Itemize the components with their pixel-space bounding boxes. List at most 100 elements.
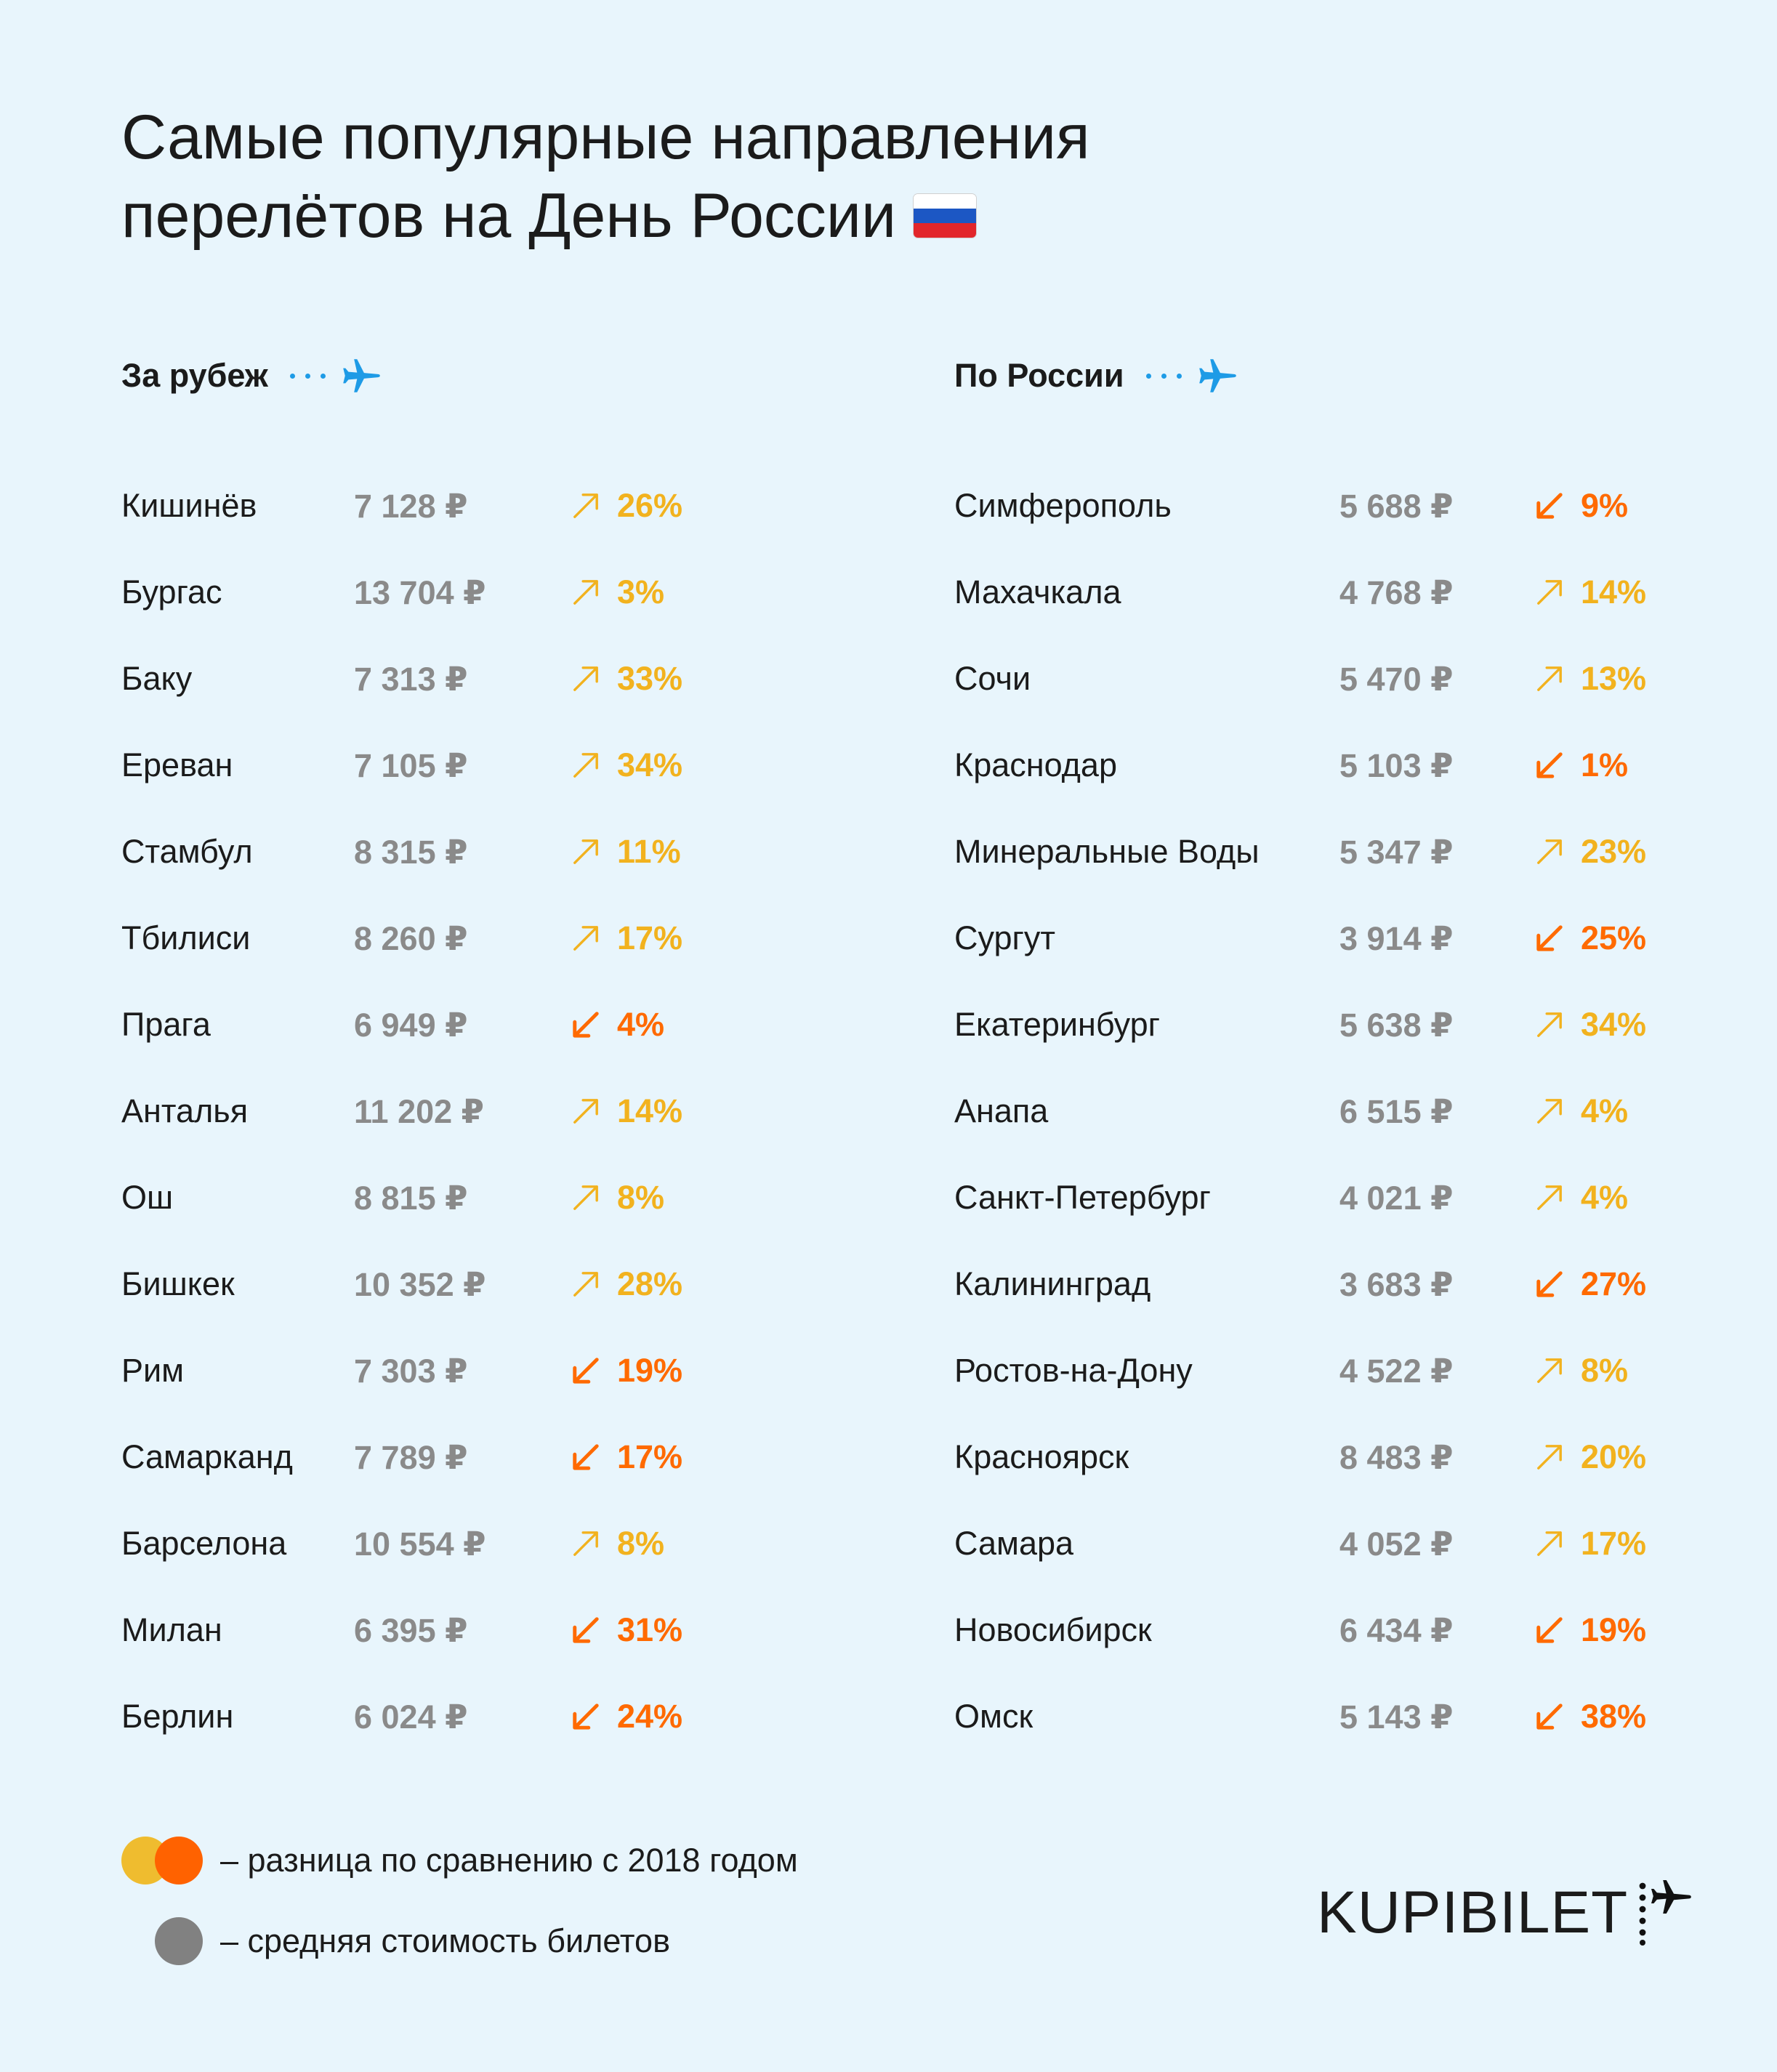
- change-percent: 4%: [1581, 1179, 1629, 1216]
- price-change: 23%: [1536, 833, 1646, 871]
- logo-plane-icon: [1639, 1880, 1692, 1946]
- city-name: Кишинёв: [121, 487, 257, 524]
- avg-price: 4 768 ₽: [1339, 574, 1454, 611]
- arrow-up-right-icon: [573, 1099, 598, 1124]
- avg-price: 7 313 ₽: [354, 661, 468, 698]
- change-percent: 28%: [617, 1265, 683, 1302]
- change-percent: 17%: [617, 919, 683, 956]
- city-name: Екатеринбург: [954, 1006, 1161, 1043]
- avg-price: 3 914 ₽: [1339, 920, 1454, 957]
- table-row: Тбилиси 8 260 ₽ 17%: [121, 906, 775, 993]
- avg-price: 6 434 ₽: [1339, 1612, 1454, 1649]
- city-name: Милан: [121, 1611, 222, 1648]
- arrow-up-right-icon: [573, 1185, 598, 1210]
- city-name: Сочи: [954, 660, 1031, 697]
- price-change: 3%: [572, 573, 664, 611]
- arrow-up-right-icon: [573, 926, 598, 951]
- city-name: Минеральные Воды: [954, 833, 1260, 870]
- arrow-up-right-icon: [1537, 580, 1562, 605]
- price-change: 31%: [572, 1611, 682, 1649]
- price-change: 33%: [572, 660, 682, 698]
- avg-price: 5 470 ₽: [1339, 661, 1454, 698]
- change-percent: 17%: [617, 1438, 683, 1475]
- abroad-heading-label: За рубеж: [121, 357, 268, 394]
- arrow-down-left-icon: [573, 1444, 599, 1470]
- change-percent: 1%: [1581, 746, 1629, 783]
- avg-price: 3 683 ₽: [1339, 1266, 1454, 1303]
- avg-price: 10 352 ₽: [354, 1266, 486, 1303]
- avg-price: 4 522 ₽: [1339, 1353, 1454, 1390]
- city-name: Красноярск: [954, 1438, 1129, 1475]
- avg-price: 7 789 ₽: [354, 1439, 468, 1476]
- change-percent: 33%: [617, 660, 683, 697]
- arrow-down-left-icon: [1536, 752, 1563, 778]
- table-row: Прага 6 949 ₽ 4%: [121, 993, 775, 1079]
- avg-price: 6 395 ₽: [354, 1612, 468, 1649]
- change-percent: 8%: [617, 1179, 665, 1216]
- plane-icon: [342, 359, 380, 392]
- avg-price: 7 105 ₽: [354, 747, 468, 784]
- change-percent: 19%: [617, 1352, 683, 1389]
- table-row: Махачкала 4 768 ₽ 14%: [954, 560, 1681, 647]
- city-name: Калининград: [954, 1265, 1151, 1302]
- price-change: 8%: [1536, 1352, 1628, 1390]
- price-change: 9%: [1536, 487, 1628, 525]
- avg-price: 4 052 ₽: [1339, 1525, 1454, 1563]
- russia-flag-icon: [914, 194, 977, 238]
- avg-price: 5 638 ₽: [1339, 1007, 1454, 1044]
- legend-price-text: – средняя стоимость билетов: [220, 1922, 670, 1959]
- price-change: 27%: [1536, 1265, 1646, 1303]
- page-title: Самые популярные направления перелётов н…: [121, 98, 1430, 255]
- avg-price: 4 021 ₽: [1339, 1180, 1454, 1217]
- russia-table: Симферополь 5 688 ₽ 9% Махачкала 4 768 ₽ 14% С…: [954, 474, 1681, 1771]
- change-percent: 8%: [617, 1525, 665, 1562]
- city-name: Анапа: [954, 1092, 1049, 1129]
- city-name: Санкт-Петербург: [954, 1179, 1211, 1216]
- table-row: Краснодар 5 103 ₽ 1%: [954, 733, 1681, 820]
- arrow-up-right-icon: [573, 753, 598, 778]
- change-percent: 19%: [1581, 1611, 1647, 1648]
- table-row: Самарканд 7 789 ₽ 17%: [121, 1425, 775, 1512]
- plane-icon: [1198, 359, 1236, 392]
- price-change: 1%: [1536, 746, 1628, 784]
- table-row: Милан 6 395 ₽ 31%: [121, 1598, 775, 1685]
- city-name: Берлин: [121, 1698, 234, 1735]
- price-change: 17%: [572, 919, 682, 957]
- city-name: Махачкала: [954, 573, 1121, 610]
- avg-price: 5 143 ₽: [1339, 1698, 1454, 1736]
- legend-change: – разница по сравнению с 2018 годом: [121, 1837, 798, 1884]
- arrow-up-right-icon: [1537, 666, 1562, 691]
- city-name: Прага: [121, 1006, 211, 1043]
- price-change: 19%: [1536, 1611, 1646, 1649]
- change-percent: 24%: [617, 1698, 683, 1735]
- arrow-up-right-icon: [573, 580, 598, 605]
- arrow-up-right-icon: [1537, 839, 1562, 864]
- avg-price: 8 315 ₽: [354, 834, 468, 871]
- city-name: Краснодар: [954, 746, 1117, 783]
- change-percent: 13%: [1581, 660, 1647, 697]
- arrow-down-left-icon: [573, 1617, 599, 1643]
- arrow-up-right-icon: [1537, 1445, 1562, 1470]
- city-name: Тбилиси: [121, 919, 251, 956]
- change-percent: 9%: [1581, 487, 1629, 524]
- table-row: Санкт-Петербург 4 021 ₽ 4%: [954, 1166, 1681, 1252]
- legend-price: – средняя стоимость билетов: [121, 1917, 670, 1965]
- dots-icon: [1145, 373, 1182, 379]
- city-name: Симферополь: [954, 487, 1172, 524]
- price-change: 14%: [572, 1092, 682, 1130]
- avg-price: 5 688 ₽: [1339, 488, 1454, 525]
- city-name: Ереван: [121, 746, 233, 783]
- arrow-up-right-icon: [573, 666, 598, 691]
- avg-price: 11 202 ₽: [354, 1093, 484, 1130]
- table-row: Красноярск 8 483 ₽ 20%: [954, 1425, 1681, 1512]
- change-percent: 4%: [1581, 1092, 1629, 1129]
- city-name: Самарканд: [121, 1438, 293, 1475]
- price-change: 4%: [1536, 1092, 1628, 1130]
- table-row: Сочи 5 470 ₽ 13%: [954, 647, 1681, 733]
- change-percent: 11%: [617, 833, 681, 870]
- price-change: 17%: [1536, 1525, 1646, 1563]
- arrow-up-right-icon: [1537, 1358, 1562, 1383]
- change-color-dots-icon: [121, 1837, 203, 1884]
- title-line-2: перелётов на День России: [121, 181, 897, 251]
- city-name: Омск: [954, 1698, 1033, 1735]
